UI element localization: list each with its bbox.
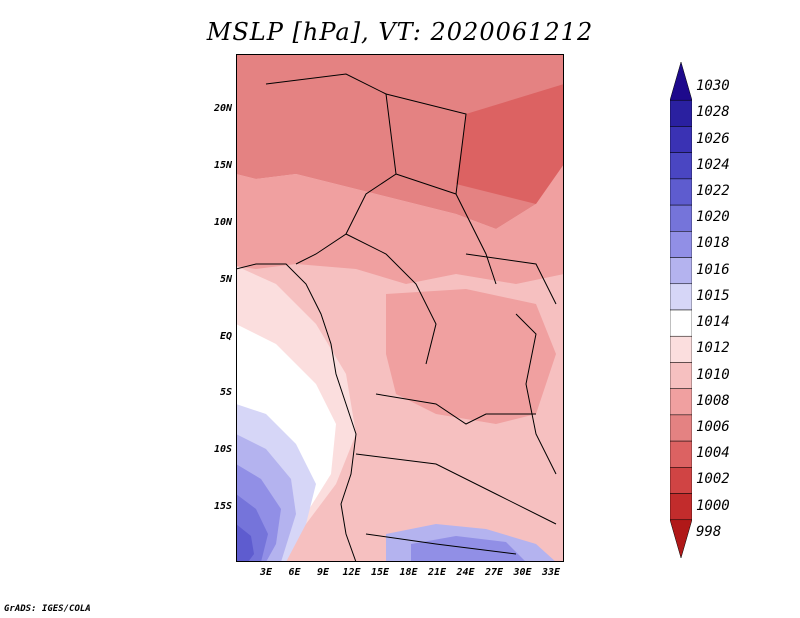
colorbar-swatch — [670, 231, 692, 258]
colorbar-swatch — [670, 414, 692, 442]
colorbar-swatch — [670, 257, 692, 285]
lon-label: 3E — [259, 567, 273, 578]
colorbar-swatch — [670, 362, 692, 389]
fill-1010-congo — [386, 289, 556, 424]
colorbar-label: 1002 — [696, 471, 730, 488]
lat-label: 15N — [213, 160, 232, 171]
colorbar-label: 1022 — [696, 183, 730, 199]
lon-label: 12E — [342, 567, 361, 578]
colorbar-swatch — [670, 335, 692, 363]
colorbar-label: 1004 — [696, 445, 730, 462]
colorbar-label: 998 — [696, 523, 722, 540]
borders — [236, 73, 557, 562]
lat-label: 15S — [213, 501, 232, 512]
lon-label: 21E — [427, 567, 447, 578]
colorbar-swatch — [670, 99, 692, 127]
lon-label: 24E — [456, 567, 475, 578]
lon-label: 27E — [484, 567, 504, 578]
colorbar-label: 1018 — [696, 235, 730, 252]
colorbar-swatch — [670, 283, 692, 311]
lat-label: 10S — [213, 444, 232, 455]
colorbar-label: 1008 — [696, 392, 730, 409]
colorbar — [670, 62, 692, 558]
fill-1010-sahel — [236, 164, 564, 284]
colorbar-swatch — [670, 309, 692, 337]
colorbar-label: 1030 — [696, 78, 730, 95]
colorbar-label: 1028 — [696, 104, 730, 121]
lon-label: 15E — [370, 567, 390, 578]
colorbar-swatch — [670, 440, 692, 468]
map-title: MSLP [hPa], VT: 2020061212 — [206, 18, 594, 46]
colorbar-label: 1015 — [696, 287, 730, 304]
colorbar-swatch — [670, 126, 692, 153]
fill-1018-south — [411, 536, 526, 562]
colorbar-swatch — [670, 493, 692, 521]
colorbar-swatch — [670, 204, 692, 232]
colorbar-swatch — [670, 388, 692, 416]
colorbar-label: 1000 — [696, 497, 730, 514]
credit-text: GrADS: IGES/COLA — [4, 604, 91, 614]
lat-label: 20N — [213, 103, 232, 114]
fill-1022 — [236, 524, 254, 562]
colorbar-swatch — [670, 519, 692, 558]
lon-label: 6E — [288, 567, 301, 578]
colorbar-swatch — [670, 178, 692, 206]
colorbar-swatch — [670, 62, 692, 101]
lon-label: 9E — [316, 567, 330, 578]
lat-label: 10N — [213, 217, 232, 228]
colorbar-label: 1020 — [696, 209, 730, 226]
colorbar-label: 1024 — [696, 156, 730, 173]
lat-label: 5N — [219, 274, 232, 285]
mslp-map — [236, 54, 564, 562]
colorbar-label: 1026 — [696, 130, 730, 147]
lon-label: 18E — [399, 567, 418, 578]
colorbar-label: 1014 — [696, 314, 730, 331]
colorbar-label: 1016 — [696, 261, 730, 278]
colorbar-label: 1006 — [696, 419, 730, 435]
lat-label: 5S — [219, 387, 232, 398]
colorbar-swatch — [670, 467, 692, 494]
colorbar-swatch — [670, 152, 692, 180]
colorbar-label: 1012 — [696, 340, 730, 357]
map-panel — [236, 54, 564, 562]
lat-label: EQ — [219, 331, 232, 342]
map-frame — [236, 54, 564, 562]
colorbar-label: 1010 — [696, 366, 730, 383]
lon-label: 33E — [541, 567, 561, 578]
fill-1006-northeast — [456, 84, 564, 204]
lon-label: 30E — [513, 567, 532, 578]
